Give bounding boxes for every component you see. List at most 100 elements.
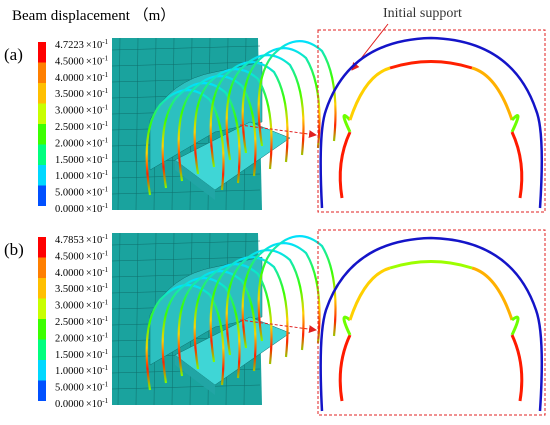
legend-label: 5.0000 ×10-1: [55, 186, 109, 199]
zoom-box: [317, 29, 546, 213]
beam-segment: [510, 334, 524, 402]
legend-multiplier: ×10: [86, 138, 102, 149]
legend-label: 2.0000 ×10-1: [55, 136, 109, 149]
legend-multiplier: ×10: [86, 301, 102, 312]
legend-multiplier: ×10: [86, 171, 102, 182]
mesh-line: [111, 240, 261, 246]
initial-support: [319, 36, 544, 209]
legend-exponent: -1: [102, 266, 108, 274]
beam-segment: [510, 114, 520, 133]
legend-label: 2.5000 ×10-1: [55, 315, 109, 328]
legend-swatch: [38, 185, 46, 206]
beam-segment: [338, 131, 352, 199]
legend-exponent: -1: [102, 282, 108, 290]
beam-segment: [338, 334, 352, 402]
legend-label: 1.0000 ×10-1: [55, 169, 109, 182]
beam-segment: [342, 315, 352, 336]
zoom-box: [317, 229, 546, 416]
legend-mantissa: 4.7223: [55, 40, 84, 51]
legend-swatch: [38, 278, 46, 299]
link-arrow: [239, 319, 317, 334]
legend-multiplier: ×10: [86, 106, 102, 117]
legend-exponent: -1: [102, 169, 108, 177]
legend-label: 4.7223 ×10-1: [55, 38, 109, 51]
legend-multiplier: ×10: [86, 89, 102, 100]
legend-multiplier: ×10: [86, 251, 102, 262]
mesh-line: [111, 384, 261, 390]
legend-exponent: -1: [102, 381, 108, 389]
legend-exponent: -1: [102, 315, 108, 323]
mesh-line: [111, 256, 261, 262]
legend-swatch: [38, 165, 46, 186]
legend-swatch: [38, 237, 46, 258]
legend-mantissa: 2.0000: [55, 138, 84, 149]
legend-swatch: [38, 124, 46, 145]
legend-label: 4.7853 ×10-1: [55, 233, 109, 246]
legend-label: 1.5000 ×10-1: [55, 153, 109, 166]
legend-multiplier: ×10: [86, 350, 102, 361]
legend-exponent: -1: [102, 348, 108, 356]
legend-multiplier: ×10: [86, 122, 102, 133]
legend-mantissa: 4.0000: [55, 268, 84, 279]
legend-mantissa: 3.5000: [55, 284, 84, 295]
panel-label: (a): [4, 45, 23, 64]
legend-multiplier: ×10: [86, 284, 102, 295]
legend-swatch: [38, 257, 46, 278]
legend-swatch: [38, 42, 46, 63]
legend-swatch: [38, 319, 46, 340]
legend-exponent: -1: [102, 136, 108, 144]
beam-segment: [510, 315, 520, 336]
mesh-line: [111, 189, 261, 195]
legend-label: 4.5000 ×10-1: [55, 54, 109, 67]
legend-exponent: -1: [102, 153, 108, 161]
legend-multiplier: ×10: [86, 204, 102, 215]
annotation: Initial support: [383, 6, 462, 21]
legend-label: 0.0000 ×10-1: [55, 397, 109, 410]
mesh-line: [111, 61, 261, 67]
legend-label: 3.0000 ×10-1: [55, 299, 109, 312]
legend-label: 1.0000 ×10-1: [55, 364, 109, 377]
mesh-line: [111, 45, 261, 51]
legend-mantissa: 4.5000: [55, 56, 84, 67]
legend-mantissa: 1.0000: [55, 366, 84, 377]
legend-label: 3.0000 ×10-1: [55, 104, 109, 117]
beam-segment: [348, 266, 391, 321]
legend-mantissa: 3.0000: [55, 301, 84, 312]
legend-exponent: -1: [102, 331, 108, 339]
mesh-line: [117, 232, 121, 406]
legend-label: 4.0000 ×10-1: [55, 71, 109, 84]
legend-label: 0.0000 ×10-1: [55, 202, 109, 215]
link-arrow: [239, 124, 317, 139]
legend-exponent: -1: [102, 249, 108, 257]
beam-segment: [471, 266, 514, 321]
legend-multiplier: ×10: [86, 155, 102, 166]
legend-exponent: -1: [102, 87, 108, 95]
legend-mantissa: 0.0000: [55, 399, 84, 410]
legend-exponent: -1: [102, 71, 108, 79]
legend-mantissa: 5.0000: [55, 188, 84, 199]
legend-mantissa: 1.5000: [55, 350, 84, 361]
legend-multiplier: ×10: [86, 399, 102, 410]
legend-swatch: [38, 339, 46, 360]
legend-mantissa: 3.5000: [55, 89, 84, 100]
legend-multiplier: ×10: [86, 188, 102, 199]
legend-exponent: -1: [102, 54, 108, 62]
legend-multiplier: ×10: [86, 333, 102, 344]
legend-mantissa: 1.5000: [55, 155, 84, 166]
legend-multiplier: ×10: [86, 268, 102, 279]
initial-support: [319, 236, 544, 412]
legend-mantissa: 1.0000: [55, 171, 84, 182]
panel: (a) 4.7223 ×10-14.5000 ×10-14.0000 ×10-13.50…: [4, 29, 546, 215]
legend-exponent: -1: [102, 120, 108, 128]
legend-label: 3.5000 ×10-1: [55, 282, 109, 295]
panel-label: (b): [4, 240, 24, 259]
legend-swatch: [38, 103, 46, 124]
legend-label: 4.0000 ×10-1: [55, 266, 109, 279]
tunnel-floor-side: [175, 355, 215, 395]
legend-swatch: [38, 62, 46, 83]
tunnel-floor-side: [175, 160, 215, 200]
legend-exponent: -1: [102, 233, 108, 241]
legend-exponent: -1: [102, 202, 108, 210]
legend-mantissa: 2.0000: [55, 333, 84, 344]
